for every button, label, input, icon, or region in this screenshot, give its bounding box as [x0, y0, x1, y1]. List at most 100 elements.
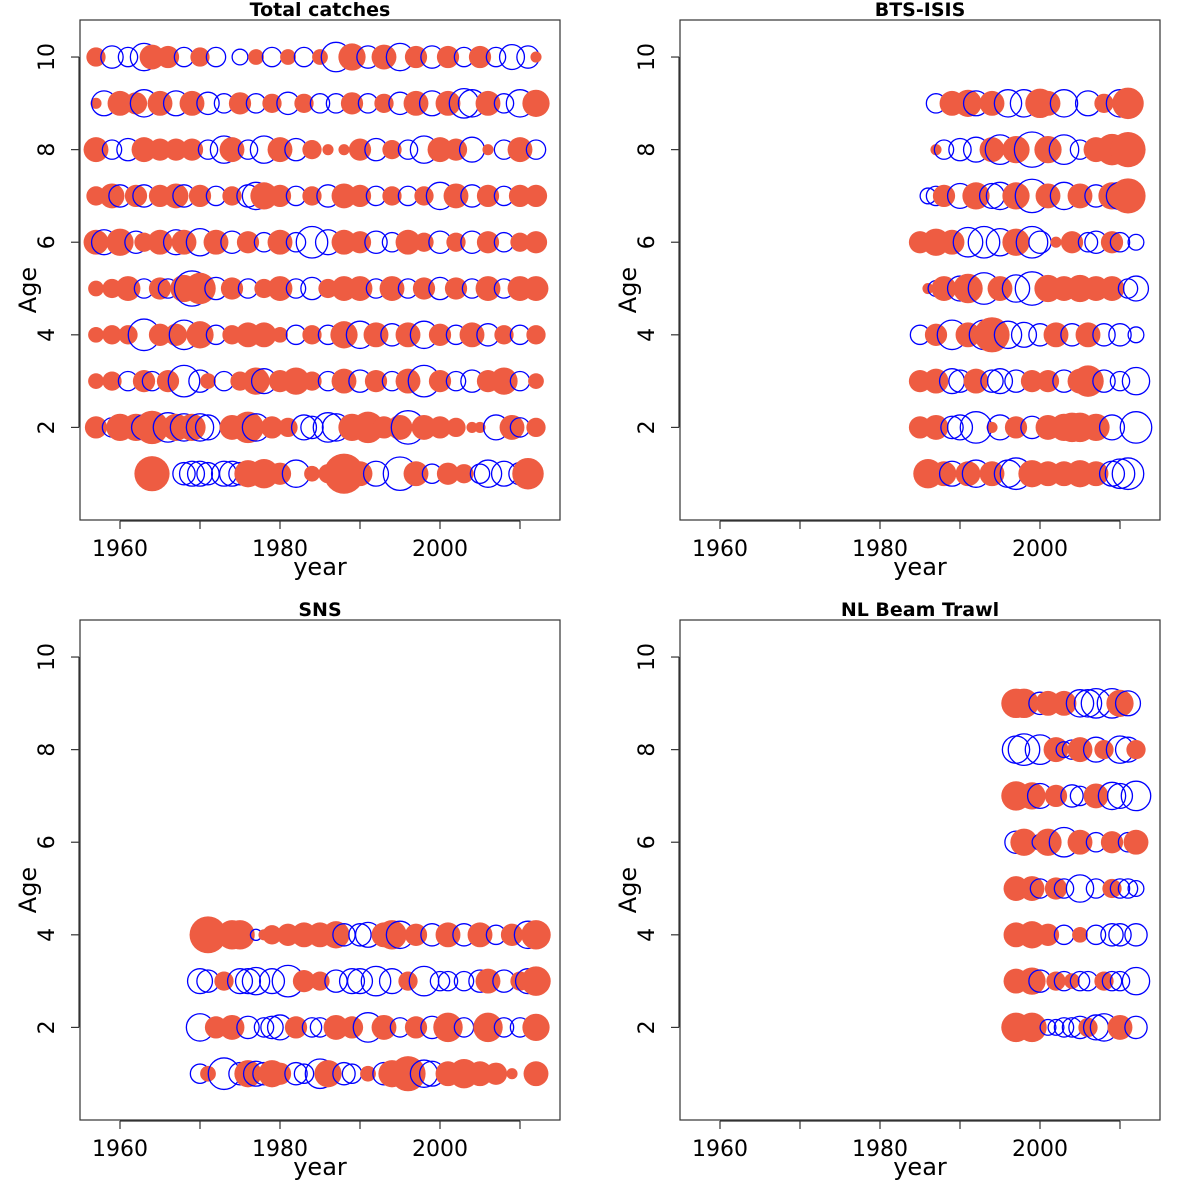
x-tick-label: 1980 [852, 537, 908, 562]
x-tick-label: 2000 [412, 537, 468, 562]
bubble-positive [231, 48, 249, 66]
bubble-positive [967, 225, 1001, 259]
bubble-negative [340, 1016, 364, 1039]
bubble-positive [332, 1061, 356, 1086]
bubble-negative [1100, 831, 1124, 854]
y-tick-label: 2 [635, 1020, 660, 1034]
bubble-negative [395, 229, 421, 255]
bubble-positive [1121, 966, 1151, 996]
x-tick-label: 1960 [92, 537, 148, 562]
bubble-negative [1100, 231, 1124, 254]
bubbles [185, 916, 551, 1092]
bubble-positive [429, 970, 451, 992]
bubble-negative [930, 144, 942, 156]
bubble-negative [467, 1061, 493, 1087]
bubble-positive [253, 1017, 275, 1038]
bubble-negative [220, 277, 244, 300]
bubble-positive [185, 413, 215, 442]
bubble-negative [377, 920, 407, 950]
bubble-positive [1122, 275, 1150, 302]
bubble-positive [1121, 366, 1151, 396]
bubble-negative [147, 90, 173, 116]
bubble-positive [493, 93, 515, 114]
bubble-positive [1127, 326, 1145, 344]
bubble-negative [200, 373, 216, 389]
bubble-negative [352, 411, 384, 444]
bubble-positive [348, 923, 372, 947]
bubble-negative [387, 414, 413, 440]
bubble-positive [293, 1063, 315, 1084]
bubble-negative [379, 276, 405, 301]
bubble-positive [1073, 689, 1103, 718]
bubble-negative [932, 184, 956, 208]
bubble-positive [300, 415, 324, 440]
bubble-positive [1109, 970, 1131, 992]
bubble-negative [974, 317, 1010, 353]
bubble-negative [86, 47, 106, 67]
bubble-positive [301, 1017, 323, 1038]
bubble-negative [102, 371, 122, 391]
bubble-negative [474, 421, 486, 433]
bubble-negative [242, 367, 270, 395]
bubble-negative [88, 326, 104, 343]
bubble-positive [338, 968, 366, 995]
y-tick-label: 8 [635, 143, 660, 157]
bubble-positive [1007, 733, 1041, 767]
bubble-positive [197, 139, 219, 160]
bubble-negative [476, 184, 500, 208]
bubble-negative [268, 1062, 292, 1085]
bubble-negative [83, 137, 109, 163]
bubble-negative [322, 144, 334, 156]
bubble-negative [262, 925, 282, 945]
bubble-positive [167, 364, 201, 398]
bubble-positive [205, 46, 227, 68]
bubble-positive [234, 968, 262, 995]
x-tick-label: 1980 [252, 537, 308, 562]
bubble-negative [1110, 132, 1146, 168]
y-tick-label: 2 [35, 420, 60, 434]
bubble-negative [135, 410, 169, 445]
bubble-negative [500, 923, 524, 946]
bubble-positive [362, 460, 390, 487]
bubble-negative [414, 186, 434, 206]
bubble-positive [1065, 874, 1095, 903]
bubble-negative [88, 373, 104, 389]
bubble-negative [435, 90, 461, 116]
bubble-negative [124, 184, 148, 208]
bubble-positive [397, 139, 419, 160]
bubble-positive [226, 968, 254, 995]
bubble-positive [172, 461, 196, 486]
bubble-negative [923, 368, 949, 394]
bubble-negative [1036, 369, 1060, 393]
bubble-negative [371, 1014, 397, 1040]
bubble-positive [498, 43, 526, 71]
bubble-negative [115, 276, 141, 301]
bubble-positive [1085, 924, 1107, 946]
panel-4: NL Beam Trawl 1960 1980 2000 year 2 4 6 8 10 Age [614, 599, 1161, 1181]
bubble-negative [1094, 93, 1114, 113]
bubble-negative [338, 144, 350, 156]
bubble-negative [522, 1013, 550, 1042]
bubble-negative [444, 277, 468, 300]
bubble-negative [382, 139, 402, 160]
x-tick-label: 2000 [412, 1137, 468, 1162]
bubble-negative [147, 229, 173, 255]
bubble-negative [304, 465, 320, 482]
bubble-negative [1010, 828, 1038, 856]
bubble-positive [1109, 370, 1131, 392]
bubble-negative [955, 322, 981, 348]
bubble-negative [1067, 829, 1093, 855]
bubble-negative [107, 90, 133, 116]
bubble-negative [1112, 87, 1144, 120]
bubble-negative [164, 138, 188, 161]
bubble-positive [1010, 321, 1038, 348]
bubble-negative [139, 44, 165, 70]
bubble-negative [1051, 690, 1077, 716]
bubble-negative [454, 464, 474, 484]
bubble-positive [186, 968, 214, 995]
bubble-negative [1123, 829, 1149, 855]
bubble-positive [1069, 970, 1091, 992]
bubble-positive [290, 414, 318, 441]
bubble-positive [948, 137, 972, 162]
